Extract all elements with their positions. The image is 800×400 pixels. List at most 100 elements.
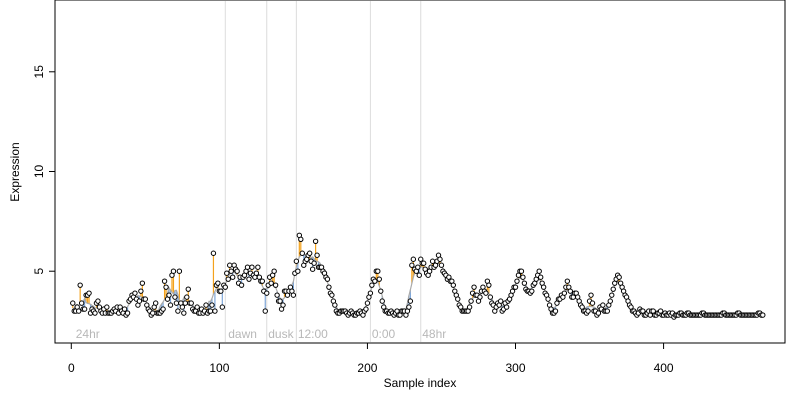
data-point [564,278,571,284]
data-point [176,268,183,274]
data-point [367,290,374,296]
data-point [218,288,224,294]
segment-label: dawn [228,327,257,341]
data-point [78,300,85,306]
data-point [326,284,332,290]
segment-label: dusk [268,327,294,341]
data-point [172,294,178,300]
data-point [255,264,261,270]
data-point [209,302,215,308]
x-tick-label: 0 [68,361,75,375]
data-point [272,282,279,288]
data-point [372,278,378,284]
data-points [70,232,766,320]
data-point [238,282,245,288]
data-point [415,264,421,270]
data-point [249,264,255,270]
data-point [600,302,606,308]
x-axis: 0 100 200 300 400 [68,342,674,375]
data-point [438,262,445,268]
data-point [309,266,316,272]
data-point [332,302,338,308]
data-point [280,302,286,308]
segment-labels: 24hr dawn dusk 12:00 0:00 48hr [76,327,447,341]
data-point [81,306,88,312]
data-point [379,298,385,304]
data-point [299,250,305,256]
data-point [210,250,217,256]
data-point [121,306,128,312]
y-axis-label: Expression [8,142,22,201]
data-point [222,284,228,290]
data-point [311,260,317,266]
data-point [471,284,477,290]
y-tick-label: 10 [32,165,46,179]
data-point [589,300,596,306]
data-point [75,308,82,314]
data-point [437,256,443,262]
data-point [375,268,381,274]
data-point [224,270,230,276]
data-point [215,280,221,286]
data-point [77,282,83,288]
data-point [179,304,186,310]
data-point [585,308,591,314]
data-point [483,290,489,296]
data-point [142,296,149,302]
data-point [160,306,166,312]
data-point [376,276,382,282]
data-point [486,282,492,288]
data-point [262,308,268,314]
segment-label: 12:00 [298,327,328,341]
segment-label: 0:00 [372,327,396,341]
data-point [104,304,110,310]
data-point [363,306,369,312]
data-point [150,310,156,316]
data-point [455,296,461,302]
data-point [138,288,144,294]
data-point [314,252,320,258]
x-tick-label: 300 [505,361,525,375]
data-point [244,264,251,270]
segment-label: 24hr [76,327,100,341]
data-point [163,284,169,290]
data-point [161,278,168,284]
data-point [136,298,143,304]
data-point [132,290,138,296]
data-point [259,278,266,284]
data-point [497,298,504,304]
data-point [610,286,616,292]
x-tick-label: 100 [209,361,229,375]
y-tick-label: 5 [32,268,46,275]
data-point [477,294,483,300]
data-point [268,280,274,286]
data-point [607,298,613,304]
data-point [468,298,474,304]
data-point [228,268,234,274]
data-point [378,288,384,294]
data-point [567,288,573,294]
data-point [466,304,473,310]
data-point [219,304,226,310]
data-point [529,288,535,294]
data-point [185,286,191,292]
data-point [167,302,174,308]
data-point [588,292,594,298]
data-point [182,300,189,306]
data-point [536,268,542,274]
data-point [540,284,547,290]
data-point [227,262,233,268]
data-point [124,310,131,316]
data-point [175,308,181,314]
data-point [234,268,240,274]
data-point [152,300,159,306]
data-point [271,268,277,274]
data-point [173,300,180,306]
data-point [253,270,260,276]
data-point [184,294,190,300]
data-point [409,262,415,268]
data-point [229,274,236,280]
data-point [450,282,457,288]
data-point [225,276,231,282]
data-point [604,308,611,314]
